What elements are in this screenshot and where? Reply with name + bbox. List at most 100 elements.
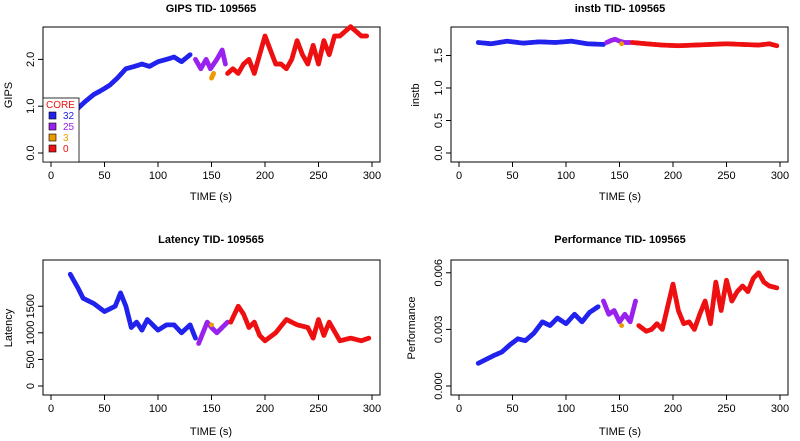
latency-x-tick-label: 100 (149, 403, 167, 415)
gips-x-tick-label: 150 (202, 170, 220, 182)
instb-panel: instb TID- 109565 0 50 100 150 200 250 300 0.0… (410, 3, 789, 203)
performance-x-tick-label: 0 (456, 403, 462, 415)
latency-x-label: TIME (s) (190, 426, 232, 438)
gips-x-label: TIME (s) (190, 191, 232, 203)
legend-swatch-3 (48, 133, 57, 142)
latency-x-ticks: 0 50 100 150 200 250 300 (48, 395, 381, 415)
gips-x-ticks: 0 50 100 150 200 250 300 (48, 162, 381, 182)
gips-x-tick-label: 100 (149, 170, 167, 182)
instb-point (619, 41, 625, 47)
gips-x-tick-label: 250 (309, 170, 327, 182)
instb-series-25 (604, 36, 633, 45)
instb-x-tick-label: 250 (717, 170, 735, 182)
latency-x-tick-label: 0 (48, 403, 54, 415)
gips-y-ticks: 0.0 1.0 2.0 (25, 52, 43, 161)
gips-point (223, 61, 228, 67)
latency-y-tick-label: 1500 (25, 294, 37, 318)
instb-x-tick-label: 200 (664, 170, 682, 182)
legend-swatch-25 (48, 122, 57, 131)
legend-swatch-0 (48, 144, 57, 153)
legend-label-32: 32 (63, 111, 75, 122)
performance-x-tick-label: 200 (664, 403, 682, 415)
instb-y-tick-label: 0.5 (433, 113, 445, 128)
latency-y-label: Latency (3, 308, 15, 347)
gips-series-32 (67, 52, 193, 118)
instb-title: instb TID- 109565 (575, 3, 665, 15)
gips-title: GIPS TID- 109565 (166, 3, 257, 15)
instb-x-label: TIME (s) (599, 191, 641, 203)
performance-point (619, 323, 625, 329)
performance-panel: Performance TID- 109565 0 50 100 150 200 250 3… (406, 234, 789, 438)
performance-y-ticks: 0.000 0.003 0.006 (433, 259, 451, 400)
legend-label-25: 25 (63, 122, 75, 133)
gips-x-tick-label: 300 (363, 170, 381, 182)
instb-x-tick-label: 50 (506, 170, 518, 182)
latency-series-3 (209, 322, 214, 328)
instb-x-ticks: 0 50 100 150 200 250 300 (456, 162, 789, 182)
performance-series-32 (475, 304, 601, 366)
instb-x-tick-label: 300 (771, 170, 789, 182)
gips-panel: GIPS TID- 109565 0 50 100 150 200 250 300 0.01… (3, 3, 381, 203)
latency-y-tick-label: 1000 (25, 321, 37, 345)
gips-x-tick-label: 200 (256, 170, 274, 182)
performance-x-tick-label: 100 (557, 403, 575, 415)
latency-point (193, 335, 198, 341)
legend-label-3: 3 (63, 133, 69, 144)
performance-x-tick-label: 250 (717, 403, 735, 415)
gips-x-tick-label: 50 (98, 170, 110, 182)
latency-y-tick-label: 0 (25, 383, 37, 389)
instb-series-0 (629, 40, 780, 49)
gips-point (211, 71, 217, 76)
instb-x-tick-label: 0 (456, 170, 462, 182)
performance-title: Performance TID- 109565 (554, 234, 685, 246)
performance-point (633, 298, 638, 304)
latency-x-tick-label: 150 (202, 403, 220, 415)
latency-point (366, 335, 372, 341)
latency-points (67, 271, 372, 346)
legend-title: CORE (46, 100, 75, 111)
legend-swatch-32 (48, 111, 57, 120)
gips-y-tick-label: 0.0 (25, 145, 37, 160)
instb-y-tick-label: 0.0 (433, 145, 445, 160)
performance-x-tick-label: 50 (506, 403, 518, 415)
performance-y-label: Performance (406, 297, 418, 360)
gips-points (67, 24, 370, 118)
performance-y-tick-label: 0.006 (433, 259, 445, 287)
instb-series-32 (475, 38, 606, 47)
latency-y-tick-label: 500 (25, 350, 37, 368)
performance-x-label: TIME (s) (599, 426, 641, 438)
latency-y-ticks: 0 500 1000 1500 (25, 294, 43, 389)
performance-points (475, 270, 780, 366)
performance-y-tick-label: 0.003 (433, 316, 445, 344)
latency-x-tick-label: 200 (256, 403, 274, 415)
instb-points (475, 36, 780, 49)
latency-title: Latency TID- 109565 (158, 234, 264, 246)
gips-point (187, 52, 193, 58)
gips-y-label: GIPS (3, 82, 15, 108)
performance-series-0 (636, 270, 780, 334)
performance-point (595, 304, 601, 310)
gips-point (364, 33, 370, 39)
gips-series-25 (193, 47, 228, 72)
performance-series-25 (601, 298, 638, 325)
instb-series-3 (619, 41, 625, 47)
instb-y-ticks: 0.0 0.5 1.0 1.5 (433, 48, 451, 161)
latency-x-tick-label: 250 (309, 403, 327, 415)
gips-x-tick-label: 0 (48, 170, 54, 182)
latency-x-tick-label: 300 (363, 403, 381, 415)
instb-x-tick-label: 100 (557, 170, 575, 182)
performance-point (774, 285, 780, 291)
instb-x-tick-label: 150 (610, 170, 628, 182)
legend-label-0: 0 (63, 144, 69, 155)
instb-y-tick-label: 1.0 (433, 80, 445, 95)
gips-series-3 (209, 71, 217, 81)
latency-x-tick-label: 50 (98, 403, 110, 415)
latency-panel: Latency TID- 109565 0 50 100 150 200 250 300 0… (3, 234, 381, 438)
instb-y-label: instb (410, 83, 422, 106)
instb-y-tick-label: 1.5 (433, 48, 445, 63)
performance-x-tick-label: 300 (771, 403, 789, 415)
performance-series-3 (619, 323, 625, 329)
latency-series-0 (228, 303, 372, 344)
